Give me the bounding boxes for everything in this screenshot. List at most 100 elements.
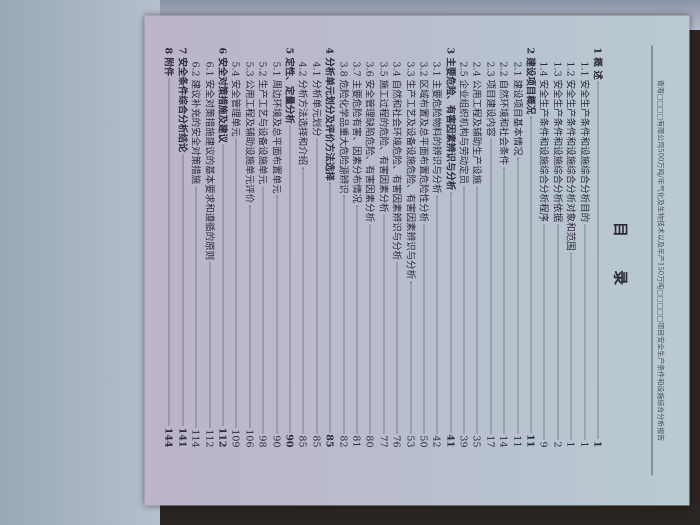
toc-entry: 1.3 安全生产条件和设施综合分析依据 2 bbox=[550, 48, 563, 448]
toc-entry-label: 2.5 企业组织机构与劳动定员 bbox=[457, 61, 469, 185]
toc-page-number: 42 bbox=[430, 435, 442, 448]
toc-entry: 3.3 生产工艺及设备设施危险、有害因素辨识与分析 53 bbox=[403, 48, 416, 448]
leader-dots bbox=[530, 116, 532, 433]
toc-entry-label: 5.3 公用工程及辅助设施单元评价 bbox=[243, 61, 255, 204]
toc-entry: 8 附件 144 bbox=[162, 48, 175, 448]
leader-dots bbox=[343, 195, 345, 434]
leader-dots bbox=[570, 252, 572, 440]
leader-dots bbox=[463, 186, 465, 434]
toc-page-number: 112 bbox=[203, 429, 215, 448]
toc-entry: 3.6 安全管理缺陷危险、有害因素分析 80 bbox=[362, 48, 375, 448]
toc-entry: 6 安全对策措施及建议 112 bbox=[215, 48, 228, 448]
leader-dots bbox=[249, 205, 251, 428]
toc-entry-label: 6.1 安全对策措施建议的基本要求和遵循的原则 bbox=[203, 61, 215, 261]
toc-page-number: 41 bbox=[444, 434, 456, 448]
leader-dots bbox=[436, 195, 438, 434]
leader-dots bbox=[329, 182, 331, 433]
leader-dots bbox=[302, 167, 304, 434]
toc-page-number: 39 bbox=[457, 435, 469, 448]
toc-entry: 2 建设项目概况 11 bbox=[523, 48, 536, 448]
toc-page-number: 53 bbox=[404, 435, 416, 448]
toc-entry: 4.2 分析方法选择和介绍 85 bbox=[296, 48, 309, 448]
toc-entry-label: 3.2 区域布置及总平面布置危险性分析 bbox=[417, 61, 429, 223]
toc-page-number: 90 bbox=[270, 435, 282, 448]
leader-dots bbox=[517, 157, 519, 434]
toc-entry-label: 2.2 自然环境和社会条件 bbox=[497, 61, 509, 166]
toc-page-number: 80 bbox=[363, 435, 375, 448]
leader-dots bbox=[316, 138, 318, 434]
background-surface-left bbox=[0, 0, 160, 525]
toc-entry-label: 6.2 建议补充的安全对策措施 bbox=[189, 61, 201, 185]
toc-entry: 4.1 分析单元划分 85 bbox=[309, 48, 322, 448]
toc-entry-label: 2.3 项目建设内容 bbox=[484, 61, 496, 137]
leader-dots bbox=[490, 138, 492, 434]
toc-page-number: 77 bbox=[377, 435, 389, 448]
toc-entry: 3.5 施工过程的危险、有害因素分析 77 bbox=[376, 48, 389, 448]
toc-entry: 2.2 自然环境和社会条件 14 bbox=[496, 48, 509, 448]
toc-entry: 6.2 建议补充的安全对策措施 114 bbox=[188, 48, 201, 448]
toc-entry-label: 7 安全条件综合分析结论 bbox=[176, 47, 188, 153]
toc-page-number: 1 bbox=[564, 441, 576, 448]
document-page: 青海□□□□有限公司500万吨/年气化及生物技术以及年产150万吨□□□□□项目… bbox=[144, 15, 690, 506]
leader-dots bbox=[209, 262, 211, 428]
toc-page-number: 114 bbox=[189, 429, 201, 448]
toc-entry-label: 8 附件 bbox=[163, 47, 174, 77]
toc-entry: 2.4 公用工程及辅助生产设施 35 bbox=[470, 48, 483, 448]
toc-entry-label: 1.3 安全生产条件和设施综合分析依据 bbox=[551, 61, 563, 223]
toc-entry-label: 3.4 自然和社会环境危险、有害因素辨识与分析 bbox=[390, 61, 402, 261]
toc-entry-label: 3.7 主要危险有害、因素分布情况 bbox=[350, 61, 362, 204]
toc-entry: 3.2 区域布置及总平面布置危险性分析 50 bbox=[416, 48, 429, 448]
toc-page-number: 11 bbox=[511, 435, 523, 448]
toc-entry-label: 5.4 安全管理单元 bbox=[229, 61, 241, 137]
leader-dots bbox=[476, 186, 478, 434]
toc-entry: 7 安全条件综合分析结论 141 bbox=[175, 48, 188, 448]
toc-entry: 5.1 周边环境及总平面布置单元 90 bbox=[269, 48, 282, 448]
toc-page-number: 14 bbox=[497, 435, 509, 448]
leader-dots bbox=[597, 81, 599, 439]
toc-entry: 3.7 主要危险有害、因素分布情况 81 bbox=[349, 48, 362, 448]
leader-dots bbox=[369, 224, 371, 434]
toc-entry-label: 1 概 述 bbox=[591, 47, 603, 80]
toc-entry: 3 主要危险、有害因素辨识与分析 41 bbox=[443, 48, 456, 448]
toc-page-number: 9 bbox=[537, 441, 549, 448]
leader-dots bbox=[289, 125, 291, 433]
toc-page-number: 85 bbox=[310, 435, 322, 448]
toc-entry: 5.4 安全管理单元 109 bbox=[229, 48, 242, 448]
leader-dots bbox=[276, 195, 278, 434]
toc-entry: 2.5 企业组织机构与劳动定员 39 bbox=[456, 48, 469, 448]
leader-dots bbox=[222, 144, 224, 426]
table-of-contents: 1 概 述 1 1.1 安全生产条件和设施综合分析目的 1 1.2 安全生产条件和设施综… bbox=[162, 48, 604, 448]
toc-entry-label: 4.1 分析单元划分 bbox=[310, 61, 322, 137]
toc-page-number: 76 bbox=[390, 435, 402, 448]
toc-page-number: 11 bbox=[524, 434, 536, 448]
toc-entry-label: 1.2 安全生产条件和设施综合分析对象和范围 bbox=[564, 61, 576, 251]
toc-page-number: 98 bbox=[256, 435, 268, 448]
toc-entry-label: 2.4 公用工程及辅助生产设施 bbox=[470, 61, 482, 185]
toc-entry: 3.8 危险化学品重大危险源辨识 82 bbox=[336, 48, 349, 448]
toc-entry-label: 5.1 周边环境及总平面布置单元 bbox=[270, 61, 282, 194]
toc-entry-label: 3.6 安全管理缺陷危险、有害因素分析 bbox=[363, 61, 375, 223]
toc-page-number: 50 bbox=[417, 435, 429, 448]
toc-entry: 3.4 自然和社会环境危险、有害因素辨识与分析 76 bbox=[389, 48, 402, 448]
leader-dots bbox=[410, 281, 412, 434]
toc-page-number: 82 bbox=[337, 435, 349, 448]
leader-dots bbox=[235, 138, 237, 428]
toc-page-number: 106 bbox=[243, 429, 255, 448]
toc-entry-label: 4.2 分析方法选择和介绍 bbox=[296, 61, 308, 166]
leader-dots bbox=[543, 224, 545, 440]
toc-page-number: 35 bbox=[470, 435, 482, 448]
toc-entry: 1.1 安全生产条件和设施综合分析目的 1 bbox=[577, 48, 590, 448]
toc-entry-label: 5 定性、定量分析 bbox=[283, 47, 295, 124]
toc-entry-label: 3.1 主要危险物料的辨识与分析 bbox=[430, 61, 442, 194]
toc-entry: 5 定性、定量分析 90 bbox=[282, 48, 295, 448]
leader-dots bbox=[450, 192, 452, 433]
leader-dots bbox=[169, 78, 170, 426]
toc-entry-label: 5.2 生产工艺与设备设施单元 bbox=[256, 61, 268, 185]
leader-dots bbox=[383, 214, 385, 434]
toc-entry: 3.1 主要危险物料的辨识与分析 42 bbox=[429, 48, 442, 448]
toc-page-number: 1 bbox=[591, 440, 603, 448]
toc-entry-label: 1.4 安全生产条件和设施综合分析程序 bbox=[537, 61, 549, 223]
toc-entry-label: 2.1 建设项目基本情况 bbox=[511, 61, 523, 156]
toc-entry-label: 1.1 安全生产条件和设施综合分析目的 bbox=[578, 61, 590, 223]
toc-entry: 1 概 述 1 bbox=[590, 48, 603, 448]
